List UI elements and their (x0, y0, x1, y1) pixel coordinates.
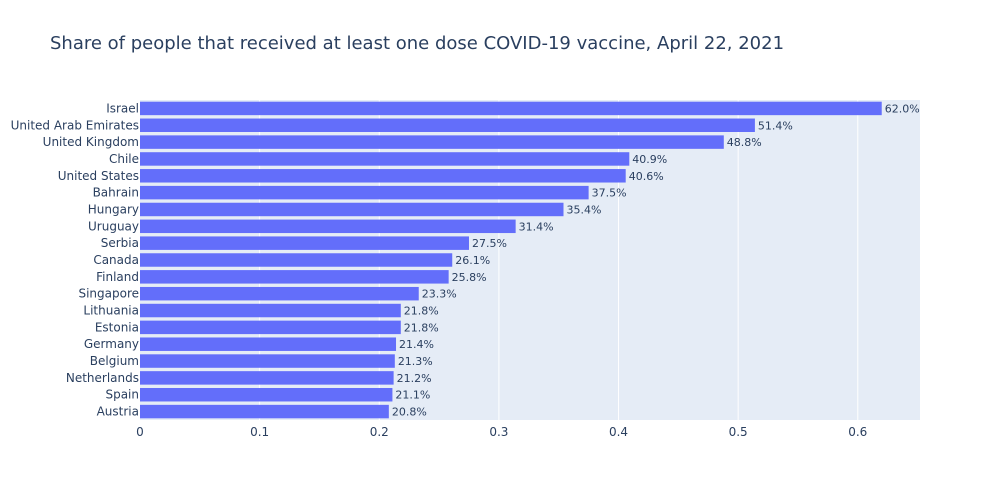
category-label: Serbia (101, 236, 139, 250)
bar-value-label: 21.8% (404, 321, 439, 334)
x-tick-label: 0.1 (250, 425, 269, 439)
bar-value-label: 25.8% (452, 271, 487, 284)
bar-value-label: 27.5% (472, 237, 507, 250)
category-label: Spain (105, 388, 139, 402)
bar (140, 404, 389, 419)
category-label: Israel (106, 101, 139, 115)
bar (140, 371, 394, 385)
bar-value-label: 21.1% (395, 389, 430, 402)
bar (140, 101, 882, 116)
category-label: Estonia (95, 320, 139, 334)
category-label: United States (58, 169, 139, 183)
bar-value-label: 21.3% (398, 355, 433, 368)
bar-value-label: 40.9% (632, 153, 667, 166)
x-tick-label: 0.4 (609, 425, 628, 439)
bar-value-label: 51.4% (758, 119, 793, 132)
bar-value-label: 26.1% (455, 254, 490, 267)
bar (140, 135, 724, 149)
category-label: Bahrain (93, 186, 139, 200)
category-label: United Arab Emirates (11, 118, 139, 132)
bar (140, 320, 401, 335)
bar-value-label: 62.0% (885, 102, 920, 115)
bar-value-label: 48.8% (727, 136, 762, 149)
bar-value-label: 20.8% (392, 406, 427, 419)
category-label: United Kingdom (43, 135, 139, 149)
bar (140, 202, 564, 217)
bar (140, 118, 755, 132)
x-axis-tick-labels: 0 0.1 0.2 0.3 0.4 0.5 0.6 (136, 425, 867, 439)
category-label: Netherlands (66, 371, 139, 385)
bar (140, 354, 395, 368)
category-label: Singapore (78, 287, 139, 301)
bar (140, 253, 453, 267)
category-label: Belgium (90, 354, 139, 368)
bar (140, 303, 401, 318)
bar (140, 169, 626, 183)
category-label: Lithuania (83, 304, 139, 318)
x-tick-label: 0 (136, 425, 144, 439)
x-tick-label: 0.3 (489, 425, 508, 439)
x-tick-label: 0.5 (729, 425, 748, 439)
bar-value-label: 21.8% (404, 305, 439, 318)
x-tick-label: 0.2 (370, 425, 389, 439)
category-label: Chile (109, 152, 139, 166)
bar (140, 236, 469, 250)
category-label: Canada (93, 253, 139, 267)
bar-value-label: 21.2% (397, 372, 432, 385)
bar (140, 219, 516, 234)
bar (140, 185, 589, 200)
bar-value-label: 40.6% (629, 170, 664, 183)
x-tick-label: 0.6 (848, 425, 867, 439)
bar (140, 337, 397, 351)
bar (140, 152, 630, 166)
bar-value-label: 31.4% (519, 220, 554, 233)
bar (140, 286, 419, 301)
chart-title: Share of people that received at least o… (50, 33, 785, 54)
category-label: Finland (96, 270, 139, 284)
bar-value-label: 23.3% (422, 288, 457, 301)
bar-value-label: 37.5% (592, 187, 627, 200)
category-label: Germany (84, 337, 139, 351)
bar-value-label: 35.4% (566, 203, 601, 216)
bar (140, 270, 449, 284)
category-label: Hungary (88, 202, 139, 216)
category-label: Uruguay (88, 219, 139, 233)
category-label: Austria (97, 405, 139, 419)
bar (140, 388, 393, 402)
category-labels: Israel United Arab Emirates United Kingdom… (11, 101, 139, 418)
bar-value-label: 21.4% (399, 338, 434, 351)
bars: 62.0% 51.4% 48.8% 40.9% 40.6%37.5% 35.4% 31.4%… (140, 101, 920, 419)
